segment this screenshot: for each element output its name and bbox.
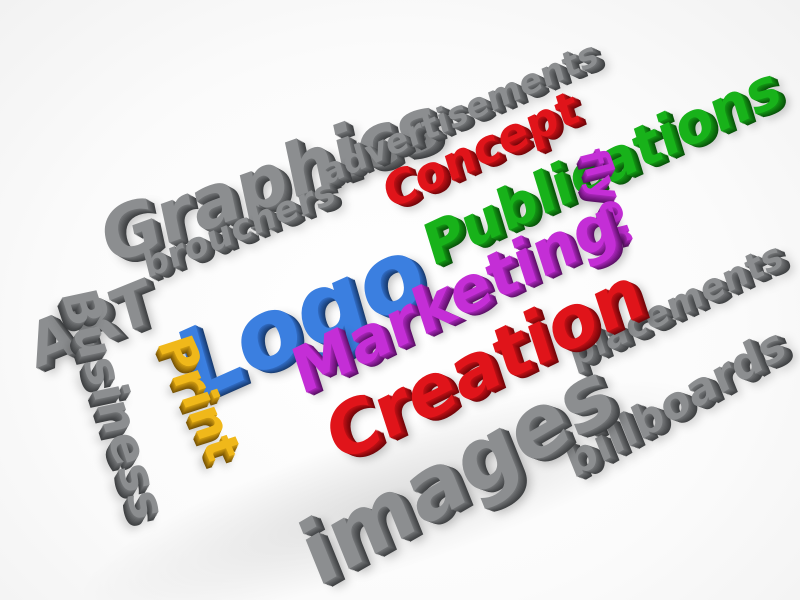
word-cloud-stage: Graphics advertisements brouchers ART Bu… <box>0 0 800 600</box>
